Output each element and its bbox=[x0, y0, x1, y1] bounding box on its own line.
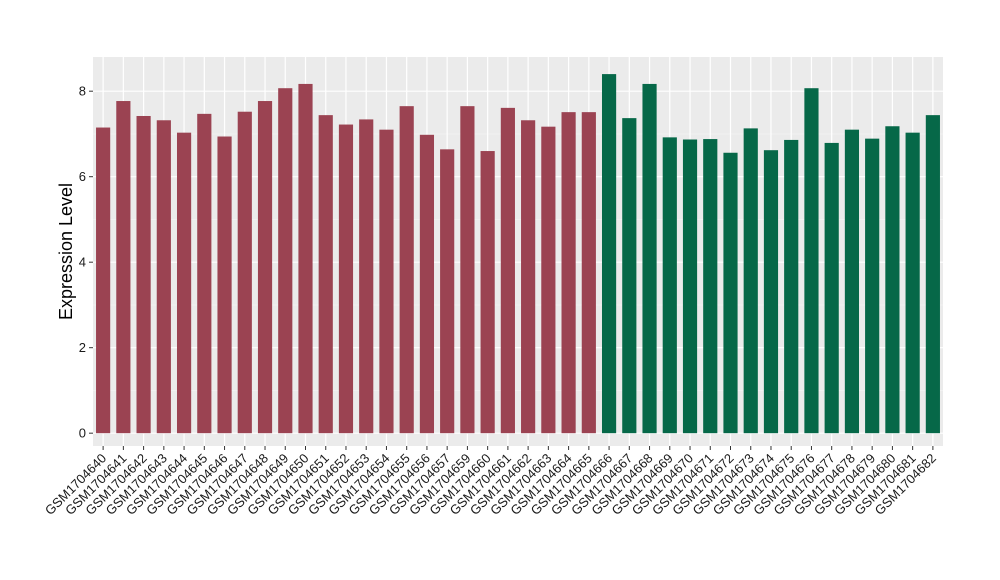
y-axis-title: Expression Level bbox=[56, 183, 76, 320]
bar-GSM1704669 bbox=[662, 137, 677, 434]
bar-GSM1704682 bbox=[925, 115, 940, 434]
bar-GSM1704670 bbox=[682, 139, 698, 434]
bar-GSM1704644 bbox=[176, 132, 192, 434]
bar-GSM1704677 bbox=[824, 142, 839, 434]
bar-GSM1704678 bbox=[844, 129, 860, 434]
bar-GSM1704645 bbox=[197, 113, 212, 434]
bar-GSM1704648 bbox=[257, 101, 273, 434]
bar-GSM1704676 bbox=[804, 88, 819, 434]
bar-GSM1704643 bbox=[156, 120, 171, 434]
bars bbox=[96, 74, 940, 434]
bar-GSM1704680 bbox=[885, 126, 900, 434]
minor-gridlines bbox=[93, 133, 943, 391]
bar-GSM1704641 bbox=[116, 101, 131, 434]
bar-GSM1704675 bbox=[784, 139, 799, 434]
bar-GSM1704651 bbox=[318, 115, 333, 434]
bar-GSM1704647 bbox=[237, 111, 252, 434]
bar-GSM1704642 bbox=[136, 115, 151, 434]
x-axis-ticks: GSM1704640GSM1704641GSM1704642GSM1704643… bbox=[42, 446, 939, 518]
bar-GSM1704661 bbox=[500, 107, 515, 434]
y-tick-label: 8 bbox=[79, 84, 86, 99]
bar-GSM1704646 bbox=[217, 136, 232, 434]
bar-GSM1704665 bbox=[581, 112, 596, 434]
bar-GSM1704664 bbox=[561, 112, 576, 434]
bar-GSM1704672 bbox=[723, 152, 738, 434]
plot-panel bbox=[93, 57, 943, 446]
bar-GSM1704649 bbox=[278, 88, 293, 434]
bar-GSM1704681 bbox=[905, 132, 920, 434]
bar-GSM1704663 bbox=[541, 126, 556, 434]
bar-GSM1704667 bbox=[622, 118, 637, 434]
y-tick-label: 4 bbox=[79, 255, 86, 270]
bar-GSM1704666 bbox=[601, 74, 617, 434]
bar-GSM1704659 bbox=[460, 106, 475, 434]
bar-GSM1704650 bbox=[298, 83, 313, 434]
bar-GSM1704653 bbox=[359, 119, 374, 434]
y-axis-ticks: 0 2 4 6 8 bbox=[79, 84, 93, 441]
bar-GSM1704662 bbox=[521, 120, 536, 434]
bar-GSM1704673 bbox=[743, 128, 758, 434]
bar-GSM1704668 bbox=[642, 83, 657, 434]
bar-GSM1704640 bbox=[96, 127, 111, 434]
bar-GSM1704657 bbox=[440, 149, 455, 434]
bar-GSM1704654 bbox=[379, 129, 394, 434]
bar-GSM1704652 bbox=[338, 124, 354, 434]
bar-GSM1704655 bbox=[399, 106, 414, 434]
bar-GSM1704674 bbox=[763, 150, 779, 434]
bar-GSM1704679 bbox=[865, 138, 880, 434]
bar-GSM1704660 bbox=[480, 151, 495, 434]
y-tick-label: 2 bbox=[79, 340, 86, 355]
y-tick-label: 6 bbox=[79, 169, 86, 184]
y-tick-label: 0 bbox=[79, 426, 86, 441]
bar-GSM1704671 bbox=[703, 139, 718, 434]
bar-GSM1704656 bbox=[419, 134, 435, 434]
